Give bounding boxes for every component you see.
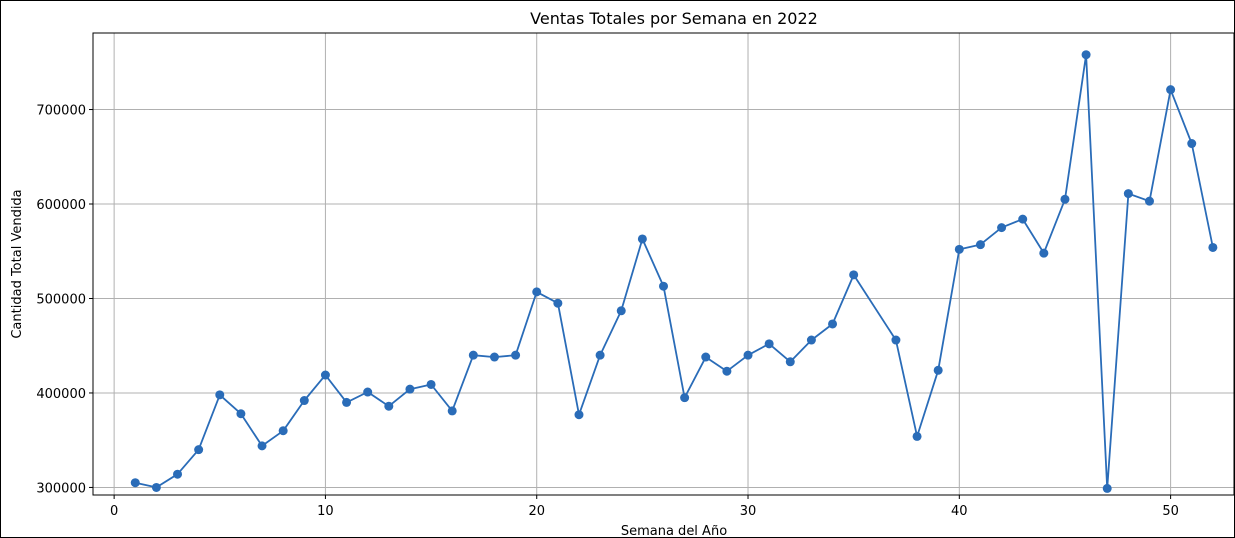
data-point	[426, 379, 436, 389]
series-line-layer	[135, 53, 1214, 490]
data-point	[1060, 194, 1070, 204]
x-tick-label: 50	[1162, 504, 1179, 519]
x-axis-label: Semana del Año	[621, 524, 727, 538]
data-point	[1208, 242, 1218, 252]
data-point	[637, 234, 647, 244]
data-point	[1144, 196, 1154, 206]
data-point	[320, 370, 330, 380]
data-point	[912, 431, 922, 441]
data-point	[130, 478, 140, 488]
data-point	[489, 352, 499, 362]
x-tick-label: 0	[110, 504, 118, 519]
plot-area	[92, 32, 1235, 496]
data-point	[722, 366, 732, 376]
y-tick-label: 300000	[36, 481, 86, 496]
data-point	[997, 223, 1007, 233]
data-point	[151, 482, 161, 492]
grid-lines	[93, 33, 1234, 495]
data-point	[405, 384, 415, 394]
data-point	[743, 350, 753, 360]
y-tick-label: 700000	[36, 104, 86, 119]
data-point	[975, 240, 985, 250]
data-point	[236, 409, 246, 419]
data-point	[363, 387, 373, 397]
x-tick-label: 20	[528, 504, 545, 519]
data-point	[215, 390, 225, 400]
data-point	[701, 352, 711, 362]
data-point	[891, 335, 901, 345]
y-axis-ticks: 300000 400000 500000 600000 700000	[36, 104, 93, 496]
data-points	[130, 50, 1218, 493]
series-line	[135, 53, 1214, 490]
data-point	[447, 406, 457, 416]
y-tick-label: 500000	[36, 292, 86, 307]
y-tick-label: 400000	[36, 387, 86, 402]
data-point	[1187, 139, 1197, 149]
data-point	[1166, 85, 1176, 95]
data-point	[659, 281, 668, 291]
data-point	[194, 445, 204, 455]
data-point	[299, 396, 309, 406]
data-point	[933, 365, 943, 375]
x-tick-label: 30	[740, 504, 757, 519]
data-point	[173, 469, 183, 479]
y-axis-label: Cantidad Total Vendida	[10, 189, 25, 338]
x-tick-label: 10	[317, 504, 334, 519]
data-point	[806, 335, 816, 345]
data-point	[384, 401, 394, 411]
data-point	[257, 441, 267, 451]
data-point	[1102, 483, 1112, 493]
x-tick-label: 40	[951, 504, 968, 519]
data-point	[1081, 50, 1091, 60]
data-point	[1018, 214, 1028, 224]
data-point	[1039, 248, 1049, 258]
data-point	[574, 410, 584, 420]
data-point	[511, 350, 521, 360]
data-point	[532, 287, 542, 297]
x-axis-ticks: 0 10 20 30 40 50	[110, 495, 1179, 519]
data-point	[468, 350, 478, 360]
data-point	[764, 339, 774, 349]
data-point	[785, 357, 795, 367]
data-point	[595, 350, 605, 360]
data-point	[553, 298, 563, 308]
data-point	[616, 306, 626, 316]
chart-title: Ventas Totales por Semana en 2022	[530, 9, 818, 28]
data-point	[954, 244, 964, 254]
data-point	[1123, 189, 1133, 199]
data-point	[342, 397, 352, 407]
data-point	[278, 426, 288, 436]
data-point	[828, 319, 838, 329]
data-point	[849, 270, 859, 280]
data-point	[680, 393, 690, 403]
y-tick-label: 600000	[36, 198, 86, 213]
